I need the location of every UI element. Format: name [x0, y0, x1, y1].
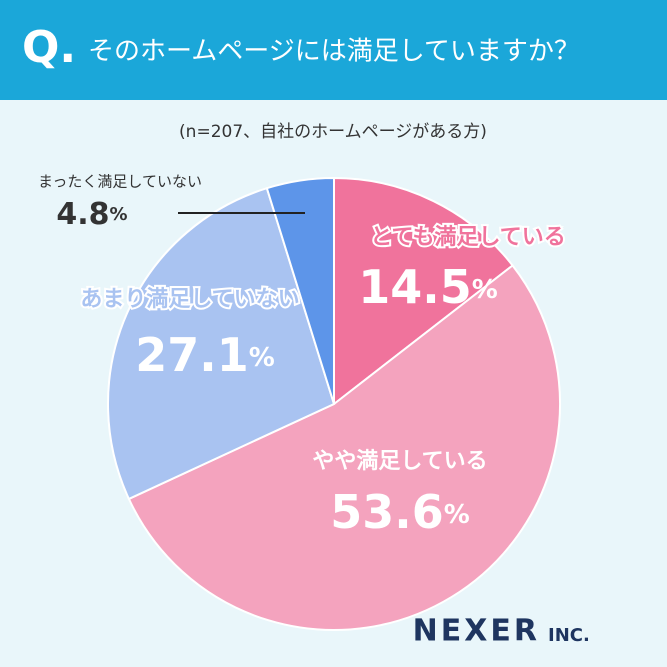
slice-label: とても満足している	[370, 224, 566, 250]
slice-label: まったく満足していない	[38, 173, 202, 191]
slice-label: あまり満足していない	[80, 286, 299, 312]
logo-suffix: INC.	[548, 625, 590, 646]
logo: NEXER	[413, 614, 540, 649]
value-label: 4.8%	[56, 197, 127, 232]
pie-slice	[127, 264, 562, 631]
pie-slice	[265, 176, 335, 405]
value-label: 27.1%	[135, 328, 275, 382]
value-label: 14.5%	[358, 260, 498, 314]
header-banner	[0, 0, 667, 100]
value-label: 53.6%	[330, 485, 470, 539]
slice-label: やや満足している	[312, 448, 487, 474]
pie-slice	[333, 176, 514, 407]
pie-slice	[107, 186, 336, 501]
question-mark: Q.	[22, 22, 76, 73]
chart-subtitle: (n=207、自社のホームページがある方)	[179, 122, 487, 142]
chart-title: そのホームページには満足していますか？	[88, 37, 580, 67]
pie	[107, 176, 562, 631]
